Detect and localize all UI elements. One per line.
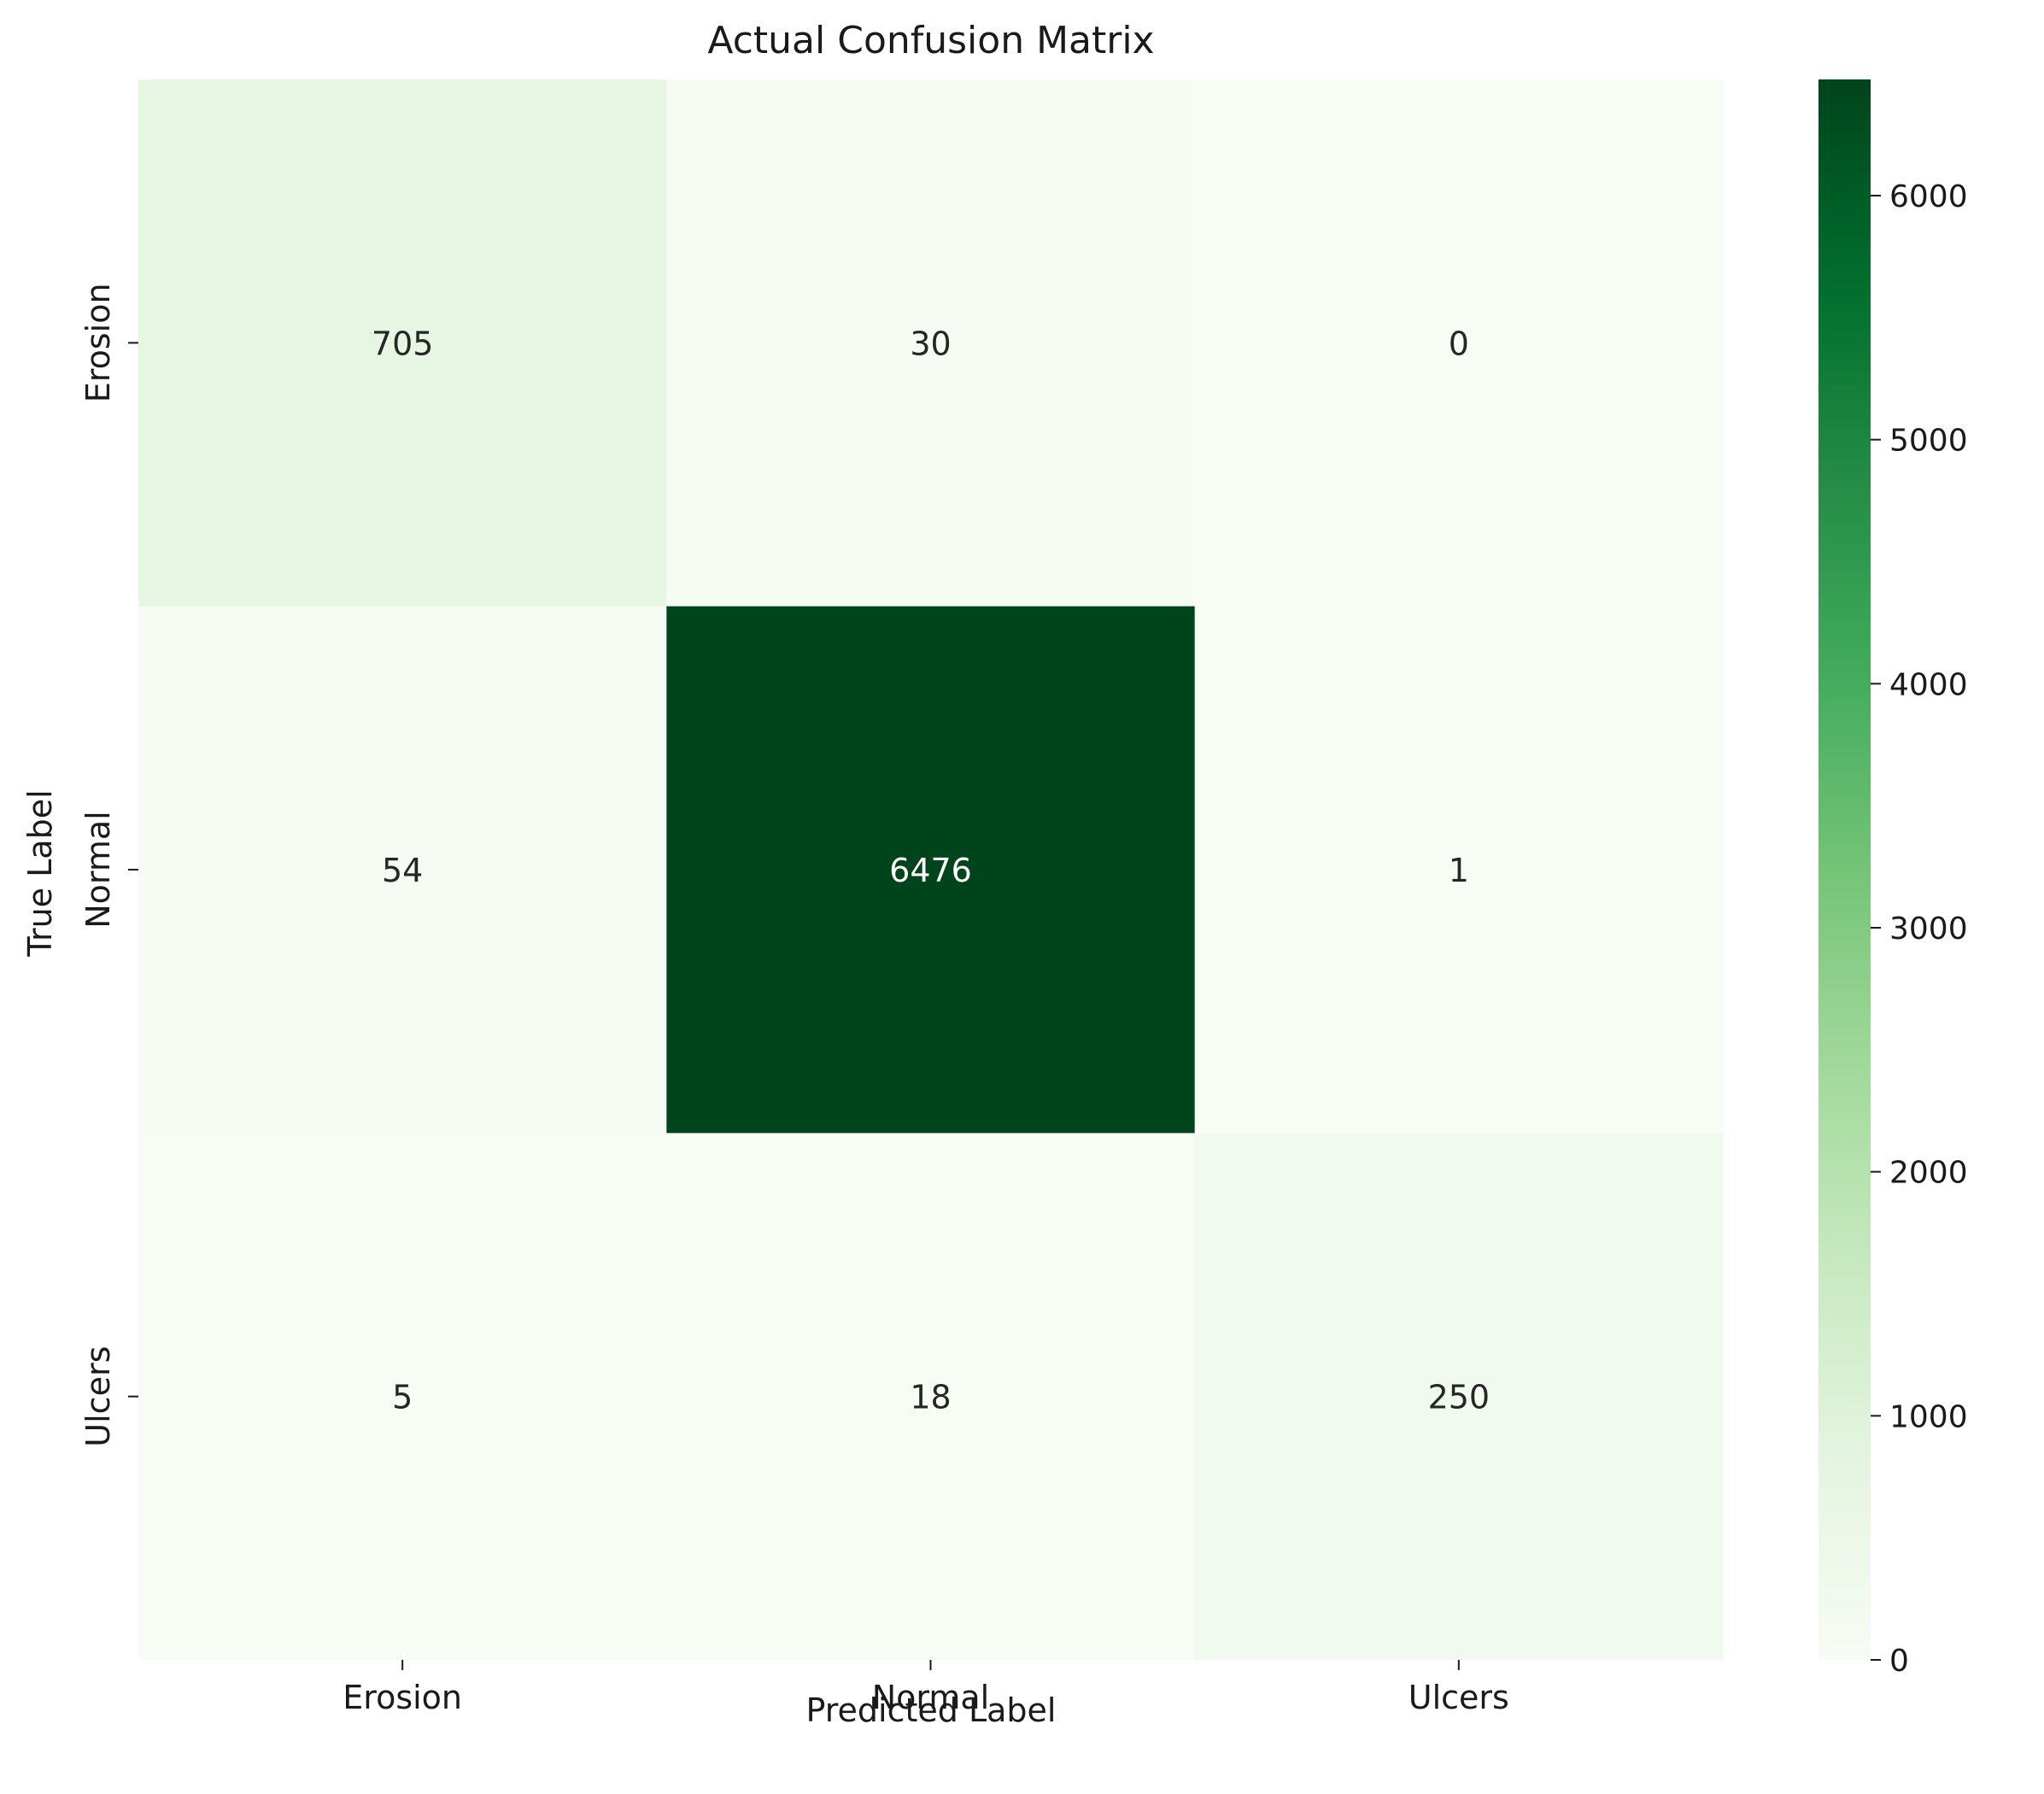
- heatmap-cell: [138, 1133, 667, 1661]
- x-tick-label: Erosion: [343, 1679, 462, 1716]
- colorbar-tick-label: 2000: [1889, 1156, 1968, 1191]
- heatmap-cell: [1194, 1133, 1724, 1661]
- heatmap-cell: [1194, 606, 1724, 1134]
- chart-title: Actual Confusion Matrix: [707, 19, 1154, 62]
- y-tick-label: Normal: [79, 811, 117, 929]
- colorbar: 0 1000 2000 3000 4000 5000 6000: [1819, 79, 1968, 1679]
- cell-value-label: 0: [1449, 325, 1469, 362]
- y-tick-label: Ulcers: [79, 1346, 117, 1447]
- heatmap-cell: [666, 1133, 1196, 1661]
- y-tick-label: Erosion: [79, 283, 117, 402]
- cell-value-label: 1: [1449, 852, 1469, 889]
- heatmap-cell: [138, 79, 667, 607]
- x-tick-label: Normal: [872, 1679, 990, 1716]
- heatmap-cell-labels: 705 30 0 54 6476 1 5 18 250: [372, 325, 1490, 1416]
- heatmap-cell: [666, 79, 1196, 607]
- x-axis: Erosion Normal Ulcers: [343, 1660, 1509, 1716]
- colorbar-tick-label: 4000: [1889, 667, 1968, 702]
- heatmap-cell: [666, 606, 1196, 1134]
- colorbar-tick-label: 5000: [1889, 424, 1968, 459]
- cell-value-label: 5: [392, 1379, 413, 1416]
- colorbar-tick-label: 3000: [1889, 912, 1968, 947]
- colorbar-tick-label: 1000: [1889, 1399, 1968, 1434]
- cell-value-label: 18: [910, 1379, 951, 1416]
- heatmap-cell: [138, 606, 667, 1134]
- heatmap-cells: [138, 79, 1724, 1661]
- y-axis: Erosion Normal Ulcers: [79, 283, 138, 1447]
- x-axis-label: Predicted Label: [806, 1691, 1057, 1729]
- cell-value-label: 6476: [889, 852, 972, 889]
- cell-value-label: 705: [372, 325, 434, 362]
- cell-value-label: 30: [910, 325, 951, 362]
- x-tick-label: Ulcers: [1409, 1679, 1509, 1716]
- y-axis-label: True Label: [21, 789, 59, 957]
- colorbar-tick-label: 0: [1889, 1644, 1909, 1679]
- heatmap-cell: [1194, 79, 1724, 607]
- colorbar-bar: [1819, 79, 1871, 1660]
- cell-value-label: 54: [382, 852, 423, 889]
- colorbar-tick-label: 6000: [1889, 179, 1968, 214]
- cell-value-label: 250: [1428, 1379, 1491, 1416]
